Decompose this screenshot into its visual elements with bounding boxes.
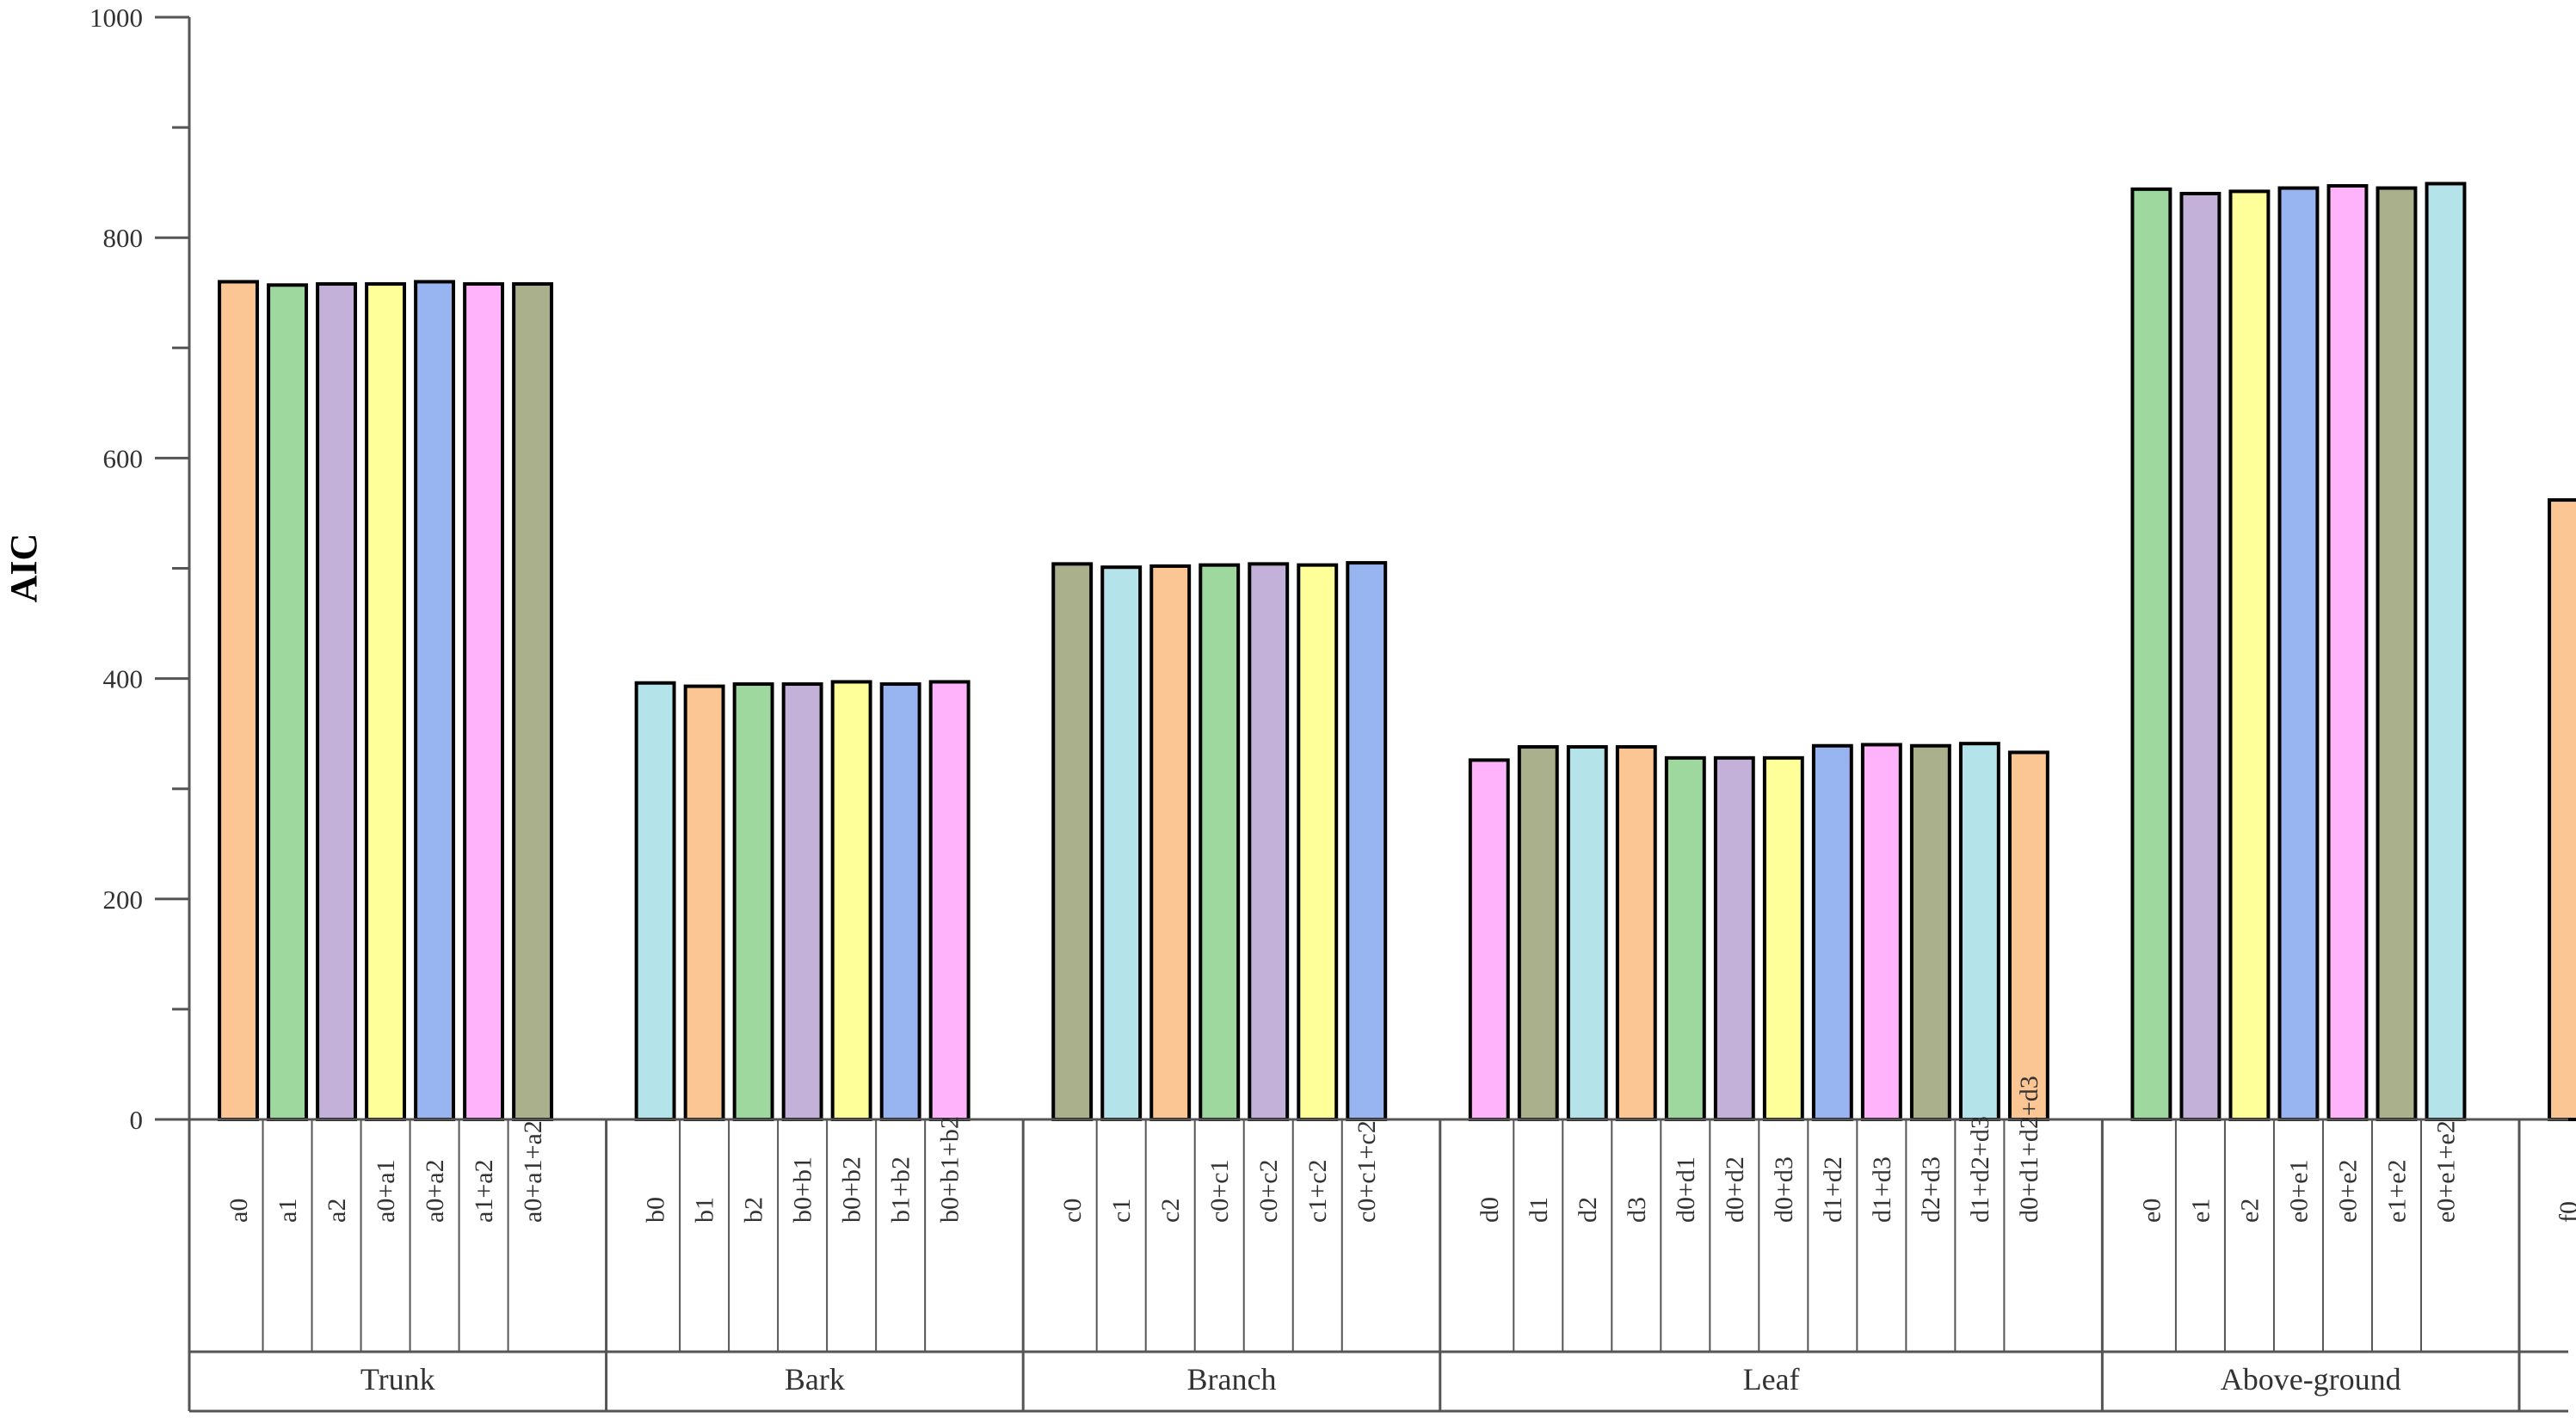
bar-d1+d2+d3 [1958,742,2000,1122]
bar-c0+c1+c2 [1346,561,1388,1121]
category-label: a1 [274,1199,302,1223]
y-axis-title: AIC [3,533,45,603]
bars [218,182,2576,1122]
category-label: a1+a2 [470,1159,498,1223]
bar-d0+d1 [1664,755,1706,1121]
bar-b2 [732,682,774,1121]
bar-b0+b2 [830,680,872,1121]
bar-d2 [1566,745,1608,1121]
category-label: e0+e2 [2333,1159,2362,1223]
category-label: c1 [1107,1199,1136,1223]
category-label: a0+a1+a2 [519,1120,547,1223]
bar-e1+e2 [2376,186,2418,1121]
category-label: a2 [323,1199,351,1223]
y-tick-label: 0 [130,1105,144,1135]
bar-c0+c1 [1199,563,1241,1121]
category-label: b2 [740,1197,768,1223]
bar-e2 [2228,189,2271,1122]
bar-c2 [1149,564,1192,1121]
y-tick-label: 200 [103,885,144,915]
category-label: e0+e1 [2284,1159,2313,1223]
bar-d0+d1+d2+d3 [2007,750,2049,1121]
category-label: c1+c2 [1303,1159,1332,1223]
bar-a0+a2 [414,280,456,1121]
category-label: e0 [2137,1199,2166,1223]
category-label: d1+d2 [1819,1156,1847,1223]
category-label: d3 [1623,1197,1651,1223]
category-label: d2 [1574,1197,1602,1223]
bar-a1 [267,283,308,1121]
category-label: b0+b2 [838,1156,866,1223]
category-label: d1 [1525,1197,1553,1223]
category-label: e2 [2235,1199,2264,1223]
bar-a0 [218,280,259,1121]
category-label: d0+d3 [1770,1156,1798,1223]
category-label: a0+a1 [372,1159,400,1223]
category-label: a0 [225,1199,253,1223]
bar-d0+d3 [1762,755,1804,1121]
y-axis: 0 200 400 600 800 1000 [89,3,191,1135]
bar-c0 [1051,562,1094,1121]
bar-d3 [1615,745,1657,1121]
category-table: a0 a1 a2 a0+a1 a0+a2 a1+a2 a0+a1+a2 Trunk b0 b1 b2… [188,1076,2576,1413]
bar-a1+a2 [463,282,505,1121]
bar-e0 [2130,187,2172,1121]
category-label: b0 [642,1197,670,1223]
bar-e0+e1+e2 [2425,182,2467,1121]
bar-d1 [1517,745,1559,1121]
bar-c1+c2 [1297,563,1339,1121]
group-label: Leaf [1743,1362,1800,1396]
category-label: b1 [691,1197,719,1223]
category-label: d0+d2 [1721,1156,1749,1223]
bar-a0+a1+a2 [512,282,554,1121]
category-label: e1 [2186,1199,2215,1223]
category-label: c0+c1 [1205,1159,1234,1223]
group-label: Branch [1186,1362,1276,1396]
bar-f0 [2548,498,2576,1121]
category-label: c2 [1156,1199,1185,1223]
bar-d1+d3 [1860,743,1902,1122]
bar-b1 [683,684,725,1122]
bar-d0+d2 [1713,755,1755,1121]
group-label: Above-ground [2221,1362,2401,1396]
bar-e1 [2179,191,2222,1122]
y-tick-label: 600 [103,443,144,473]
category-label: d1+d2+d3 [1966,1116,1994,1223]
category-label: f0 [2554,1201,2576,1223]
category-label: d0 [1476,1197,1504,1223]
category-label: d1+d3 [1868,1156,1896,1223]
category-label: c0+c1+c2 [1353,1120,1381,1223]
y-tick-label: 1000 [89,3,143,33]
bar-d0 [1468,758,1510,1121]
group-label: Bark [785,1362,845,1396]
category-label: d0+d1+d2+d3 [2015,1076,2043,1223]
category-label: b1+b2 [887,1156,915,1223]
category-label: b0+b1+b2 [936,1116,964,1223]
group-label: Trunk [361,1362,435,1396]
bar-a2 [316,282,357,1121]
bar-b0+b1+b2 [928,680,971,1121]
bar-a0+a1 [365,282,406,1121]
bar-b1+b2 [879,682,921,1121]
category-label: d2+d3 [1917,1156,1945,1223]
bar-c1 [1100,565,1143,1121]
y-tick-label: 400 [103,664,144,694]
category-label: c0+c2 [1254,1159,1283,1223]
category-label: e0+e1+e2 [2431,1120,2460,1223]
bar-d2+d3 [1909,743,1951,1122]
bar-b0+b1 [781,682,823,1121]
y-tick-label: 800 [103,223,144,253]
category-label: c0 [1058,1199,1087,1223]
bar-d1+d2 [1811,743,1853,1122]
bar-b0 [634,681,676,1121]
category-label: a0+a2 [421,1159,449,1223]
bar-e0+e1 [2277,186,2320,1121]
bar-e0+e2 [2326,183,2369,1121]
category-label: d0+d1 [1672,1156,1700,1223]
category-label: b0+b1 [789,1156,817,1223]
category-label: e1+e2 [2382,1159,2411,1223]
bar-c0+c2 [1248,562,1290,1121]
